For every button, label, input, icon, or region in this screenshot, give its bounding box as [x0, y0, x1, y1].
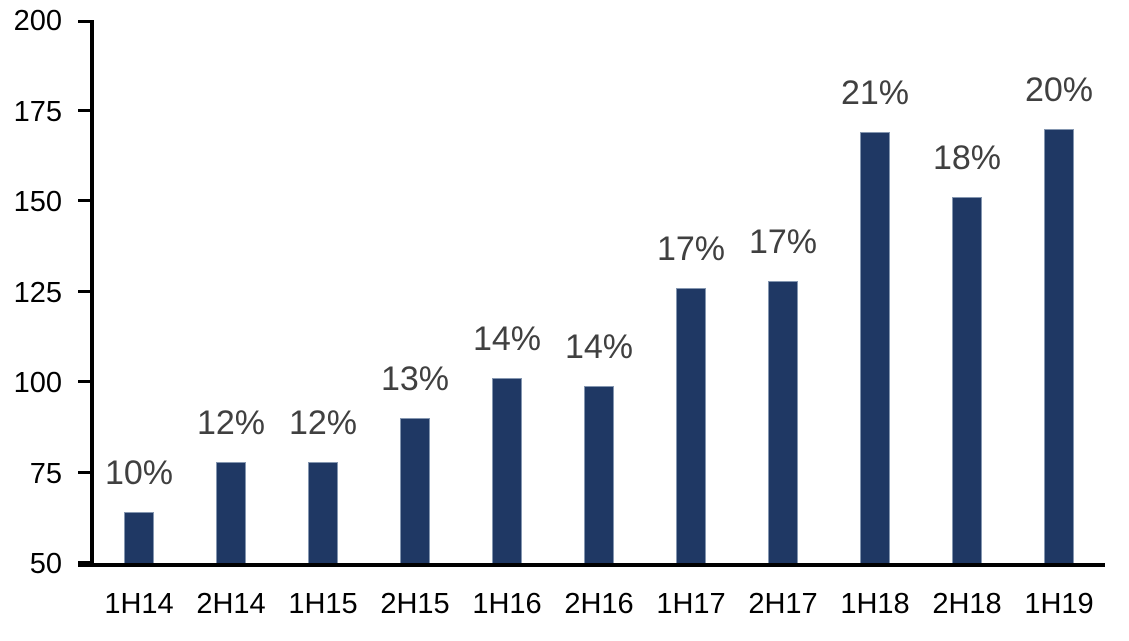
bar-value-label: 10%	[104, 454, 174, 493]
y-tick-label: 75	[29, 457, 62, 490]
bar-value-label: 17%	[748, 222, 818, 261]
x-category-label-2H14: 2H14	[196, 588, 266, 620]
y-tick-mark	[78, 470, 93, 474]
y-tick-mark	[78, 108, 93, 112]
x-category-label-1H15: 1H15	[288, 588, 358, 620]
x-category-label-2H17: 2H17	[748, 588, 818, 620]
bar-1H17	[676, 287, 706, 563]
x-category-label-2H16: 2H16	[564, 588, 634, 620]
bar-1H15	[308, 461, 338, 563]
x-category-label-1H18: 1H18	[840, 588, 910, 620]
bar-2H18	[952, 197, 982, 563]
bar-2H14	[216, 461, 246, 563]
bar-value-label: 17%	[656, 229, 726, 268]
x-category-label-1H19: 1H19	[1024, 588, 1094, 620]
y-tick-mark	[78, 199, 93, 202]
y-tick-label: 175	[13, 95, 62, 128]
bar-2H17	[768, 280, 798, 563]
x-axis-line	[78, 563, 1105, 567]
bar-value-label: 20%	[1024, 70, 1094, 109]
y-tick-mark	[78, 380, 93, 383]
bar-2H16	[584, 385, 614, 563]
x-category-label-2H15: 2H15	[380, 588, 450, 620]
bar-value-label: 21%	[840, 74, 910, 113]
x-category-label-1H14: 1H14	[104, 588, 174, 620]
x-category-label-1H16: 1H16	[472, 588, 542, 620]
y-tick-mark	[78, 20, 93, 23]
bar-value-label: 12%	[288, 403, 358, 442]
y-tick-label: 50	[29, 548, 62, 580]
y-tick-mark	[78, 561, 93, 564]
x-category-label-1H17: 1H17	[656, 588, 726, 620]
y-tick-label: 150	[13, 186, 62, 218]
y-axis-line	[90, 20, 94, 567]
y-tick-label: 100	[13, 367, 62, 399]
x-category-label-2H18: 2H18	[932, 588, 1002, 620]
bar-1H16	[492, 378, 522, 563]
y-tick-mark	[78, 289, 93, 293]
bar-1H19	[1044, 128, 1074, 563]
bar-value-label: 18%	[932, 139, 1002, 178]
bar-1H18	[860, 132, 890, 563]
bar-value-label: 13%	[380, 360, 450, 399]
bar-value-label: 12%	[196, 403, 266, 442]
y-tick-label: 200	[13, 5, 62, 37]
bar-value-label: 14%	[472, 320, 542, 359]
bar-2H15	[400, 418, 430, 563]
bar-value-label: 14%	[564, 327, 634, 366]
y-tick-label: 125	[13, 276, 62, 309]
bar-1H14	[124, 512, 154, 563]
